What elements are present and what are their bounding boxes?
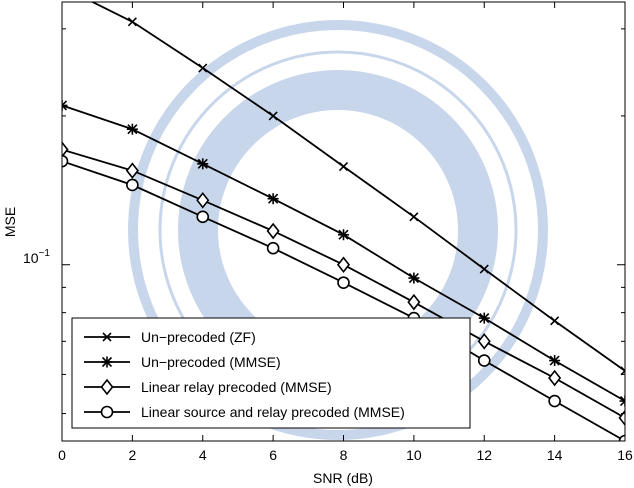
data-point	[268, 111, 278, 121]
plot-area	[62, 2, 625, 441]
data-point	[336, 256, 351, 274]
data-point	[266, 222, 280, 240]
data-point	[337, 276, 350, 289]
data-point	[620, 366, 625, 376]
data-point	[548, 369, 562, 387]
data-point	[479, 264, 489, 274]
data-point	[618, 434, 625, 441]
y-tick-exponent: −1	[39, 248, 51, 259]
data-point	[619, 395, 625, 407]
data-point	[197, 158, 209, 170]
legend-label: Linear source and relay precoded (MMSE)	[141, 404, 405, 420]
data-point	[338, 161, 349, 172]
y-tick-label-major: 10−1	[23, 248, 50, 266]
data-point	[409, 212, 419, 222]
data-point	[196, 210, 210, 224]
legend: Un−precoded (ZF) Un−precoded (MMSE) Linear…	[71, 317, 471, 429]
data-point	[62, 99, 68, 111]
data-point	[478, 312, 490, 324]
series-2	[62, 99, 625, 407]
data-point	[102, 332, 112, 342]
data-point	[477, 354, 491, 367]
y-tick-base: 10	[23, 250, 39, 266]
x-tick-label: 6	[269, 447, 277, 463]
data-point	[100, 405, 114, 419]
y-axis-label: MSE	[2, 207, 18, 237]
data-point	[100, 378, 114, 396]
data-point	[125, 162, 139, 179]
data-point	[550, 316, 560, 326]
series-1	[90, 2, 625, 376]
x-tick-label: 10	[406, 447, 422, 463]
data-point	[548, 394, 561, 408]
data-point	[407, 293, 421, 311]
data-point	[196, 192, 210, 209]
data-point	[101, 356, 113, 368]
data-point	[198, 63, 208, 73]
legend-entry: Linear source and relay precoded (MMSE)	[84, 404, 405, 420]
data-point	[267, 193, 279, 205]
data-point	[126, 178, 139, 192]
x-tick-label: 12	[476, 447, 492, 463]
x-axis-label: SNR (dB)	[313, 470, 373, 486]
legend-label: Un−precoded (ZF)	[141, 329, 256, 345]
data-point	[266, 241, 280, 255]
series-3	[62, 141, 625, 427]
legend-entry: Un−precoded (MMSE)	[84, 354, 281, 370]
data-point	[338, 229, 349, 241]
data-point	[408, 272, 420, 284]
data-point	[477, 333, 491, 350]
data-point	[126, 123, 138, 135]
x-tick-label: 4	[199, 447, 207, 463]
series-4	[62, 154, 625, 441]
data-point	[62, 154, 69, 168]
legend-label: Un−precoded (MMSE)	[141, 354, 281, 370]
legend-entry: Un−precoded (ZF)	[84, 329, 256, 345]
legend-box	[71, 317, 471, 429]
x-tick-label: 16	[617, 447, 633, 463]
x-tick-label: 8	[340, 447, 348, 463]
data-point	[549, 355, 561, 367]
axes: 0 2 4 6 8 10 12 14 16	[58, 2, 633, 463]
x-tick-label: 14	[547, 447, 563, 463]
data-point	[618, 409, 625, 427]
x-tick-label: 0	[58, 447, 66, 463]
data-point	[62, 141, 69, 158]
legend-label: Linear relay precoded (MMSE)	[141, 379, 332, 395]
data-point	[127, 17, 137, 27]
legend-entry: Linear relay precoded (MMSE)	[84, 378, 332, 396]
x-tick-label: 2	[128, 447, 136, 463]
